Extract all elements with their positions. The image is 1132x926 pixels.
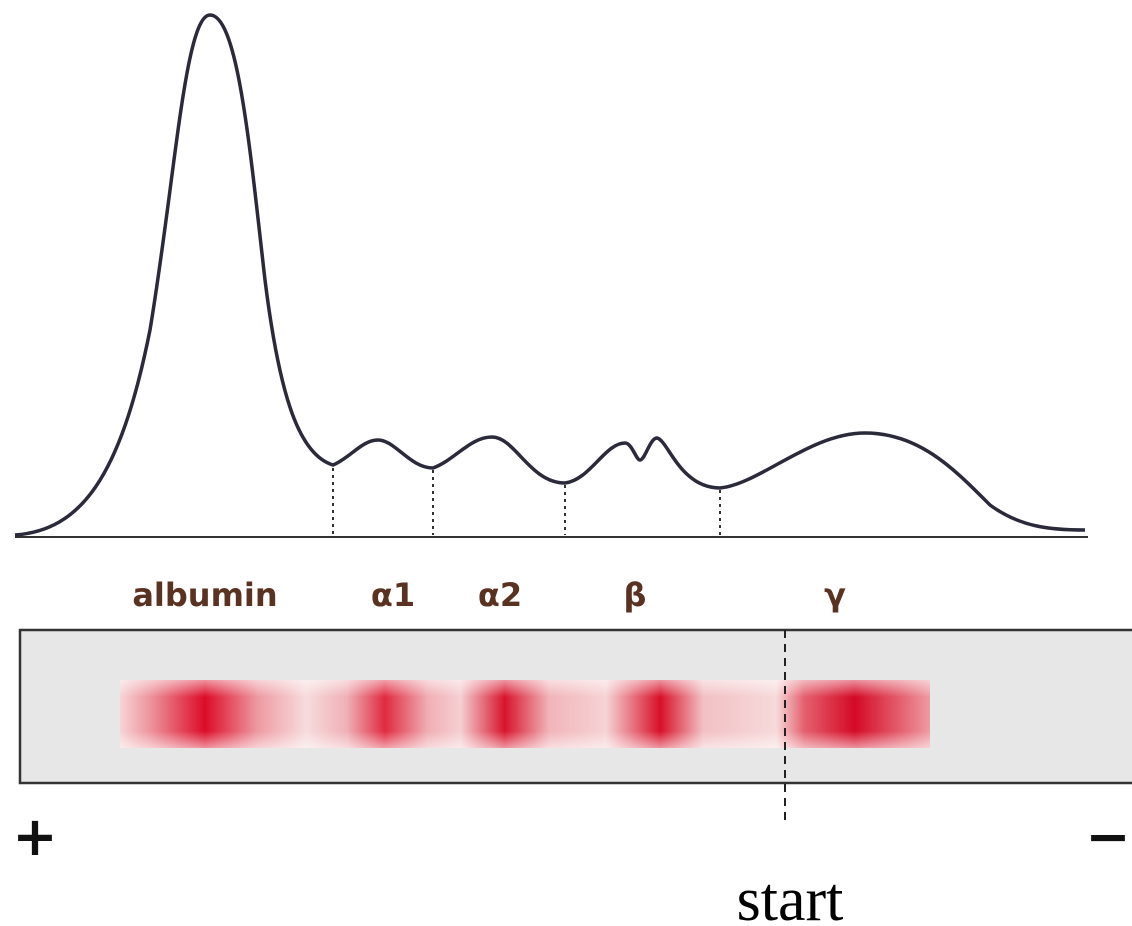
- fraction-dividers: [333, 468, 720, 535]
- start-label: start: [737, 866, 844, 926]
- fraction-label: α2: [478, 576, 522, 614]
- density-curve: [15, 15, 1085, 535]
- fraction-label: albumin: [132, 576, 277, 614]
- fraction-label: α1: [371, 576, 415, 614]
- fraction-label: γ: [824, 576, 846, 614]
- cathode-label: −: [1085, 805, 1130, 868]
- fraction-label: β: [624, 576, 647, 614]
- electrophoresis-diagram: albumin α1 α2 β γ + − start: [0, 0, 1132, 926]
- anode-label: +: [12, 805, 57, 868]
- page: albumin α1 α2 β γ + − start (() => { con…: [0, 0, 1132, 926]
- band-fade: [120, 680, 930, 748]
